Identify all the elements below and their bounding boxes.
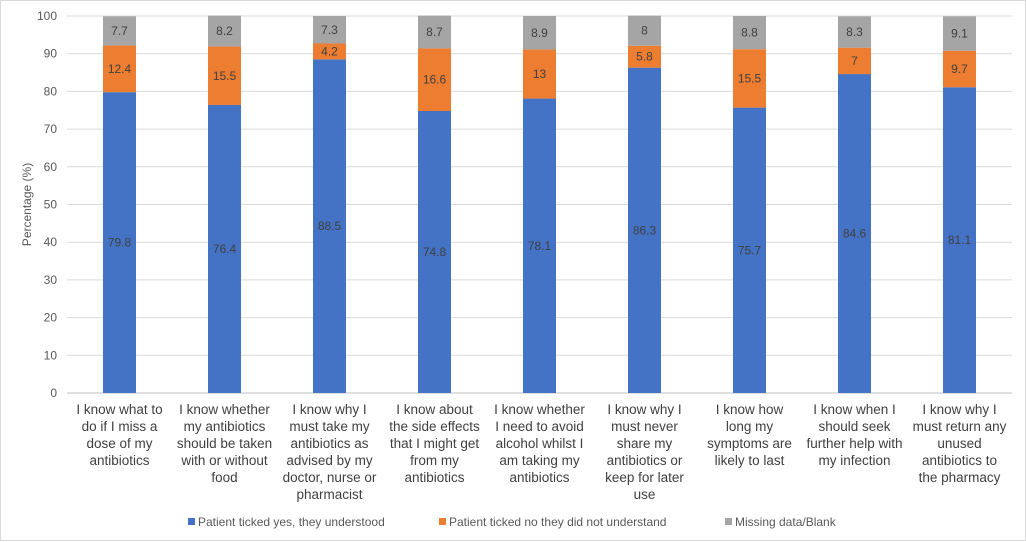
x-axis-category-labels: I know what to do if I miss a dose of my an… [76, 402, 1006, 502]
y-axis-title: Percentage (%) [20, 163, 34, 246]
bar-segment [313, 59, 346, 393]
y-tick-label: 20 [44, 311, 58, 325]
data-label: 75.7 [738, 243, 762, 257]
category-label: I know whether my antibiotics should be ta… [177, 402, 272, 485]
legend-label: Patient ticked no they did not understan… [449, 515, 666, 529]
bar-segment [523, 16, 556, 50]
data-label: 9.7 [951, 62, 968, 76]
data-labels: 79.8 12.4 7.7 76.4 15.5 8.2 88.5 4.2 7.3 74.8 16.6… [108, 23, 972, 259]
data-label: 4.2 [321, 44, 338, 58]
data-label: 84.6 [843, 227, 867, 241]
bar-segment [733, 49, 766, 108]
legend-label: Missing data/Blank [735, 515, 837, 529]
bar-segment [523, 49, 556, 99]
y-tick-label: 60 [44, 160, 58, 174]
legend-label: Patient ticked yes, they understood [198, 515, 385, 529]
category-label: I know what to do if I miss a dose of my an… [76, 402, 162, 468]
data-label: 16.6 [423, 73, 447, 87]
bars [103, 15, 976, 394]
data-label: 7 [851, 54, 858, 68]
y-tick-label: 80 [44, 84, 58, 98]
legend: Patient ticked yes, they understood Patie… [188, 515, 837, 529]
data-label: 15.5 [738, 71, 762, 85]
bar-segment [628, 15, 661, 46]
bar-segment [208, 104, 241, 394]
legend-swatch [725, 518, 732, 525]
bar-segment [523, 98, 556, 394]
data-label: 86.3 [633, 223, 657, 237]
y-tick-label: 30 [44, 273, 58, 287]
data-label: 9.1 [951, 27, 968, 41]
data-label: 76.4 [213, 242, 237, 256]
bar-segment [838, 16, 871, 48]
data-label: 74.8 [423, 245, 447, 259]
y-tick-label: 100 [37, 9, 57, 23]
data-label: 8.7 [426, 25, 443, 39]
y-tick-label: 40 [44, 235, 58, 249]
data-label: 8.9 [531, 26, 548, 40]
data-label: 7.7 [111, 24, 128, 38]
y-tick-label: 50 [44, 198, 58, 212]
bar-segment [313, 16, 346, 44]
category-label: I know about the side effects that I might… [389, 402, 480, 485]
legend-swatch [188, 518, 195, 525]
bar-segment [103, 16, 136, 46]
bar-segment [313, 43, 346, 60]
bar-segment [418, 111, 451, 393]
y-axis-tick-labels: 0 10 20 30 40 50 60 70 80 90 100 [37, 9, 57, 400]
bar-segment [943, 87, 976, 394]
data-label: 8.3 [846, 25, 863, 39]
data-label: 81.1 [948, 233, 972, 247]
data-label: 88.5 [318, 219, 342, 233]
bar-segment [418, 15, 451, 49]
data-label: 8.8 [741, 26, 758, 40]
category-label: I know how long my symptoms are likely to l… [707, 402, 792, 468]
category-label: I know whether I need to avoid alcohol whi… [494, 402, 585, 485]
y-tick-label: 70 [44, 122, 58, 136]
data-label: 15.5 [213, 69, 237, 83]
data-label: 79.8 [108, 236, 132, 250]
bar-segment [628, 45, 661, 68]
y-tick-label: 90 [44, 47, 58, 61]
bar-segment [103, 92, 136, 394]
data-label: 13 [533, 67, 547, 81]
bar-segment [103, 45, 136, 93]
bar-segment [943, 16, 976, 51]
legend-swatch [439, 518, 446, 525]
data-label: 78.1 [528, 239, 552, 253]
bar-segment [838, 47, 871, 75]
bar-segment [628, 67, 661, 394]
bar-segment [208, 46, 241, 105]
y-tick-label: 0 [50, 386, 57, 400]
bar-segment [733, 16, 766, 50]
data-label: 12.4 [108, 62, 132, 76]
data-label: 5.8 [636, 50, 653, 64]
bar-segment [733, 107, 766, 394]
y-tick-label: 10 [44, 348, 58, 362]
data-label: 8 [641, 24, 648, 38]
bar-segment [418, 48, 451, 112]
data-label: 8.2 [216, 24, 233, 38]
bar-segment [838, 74, 871, 394]
bar-segment [943, 50, 976, 88]
bar-segment [208, 15, 241, 47]
data-label: 7.3 [321, 23, 338, 37]
